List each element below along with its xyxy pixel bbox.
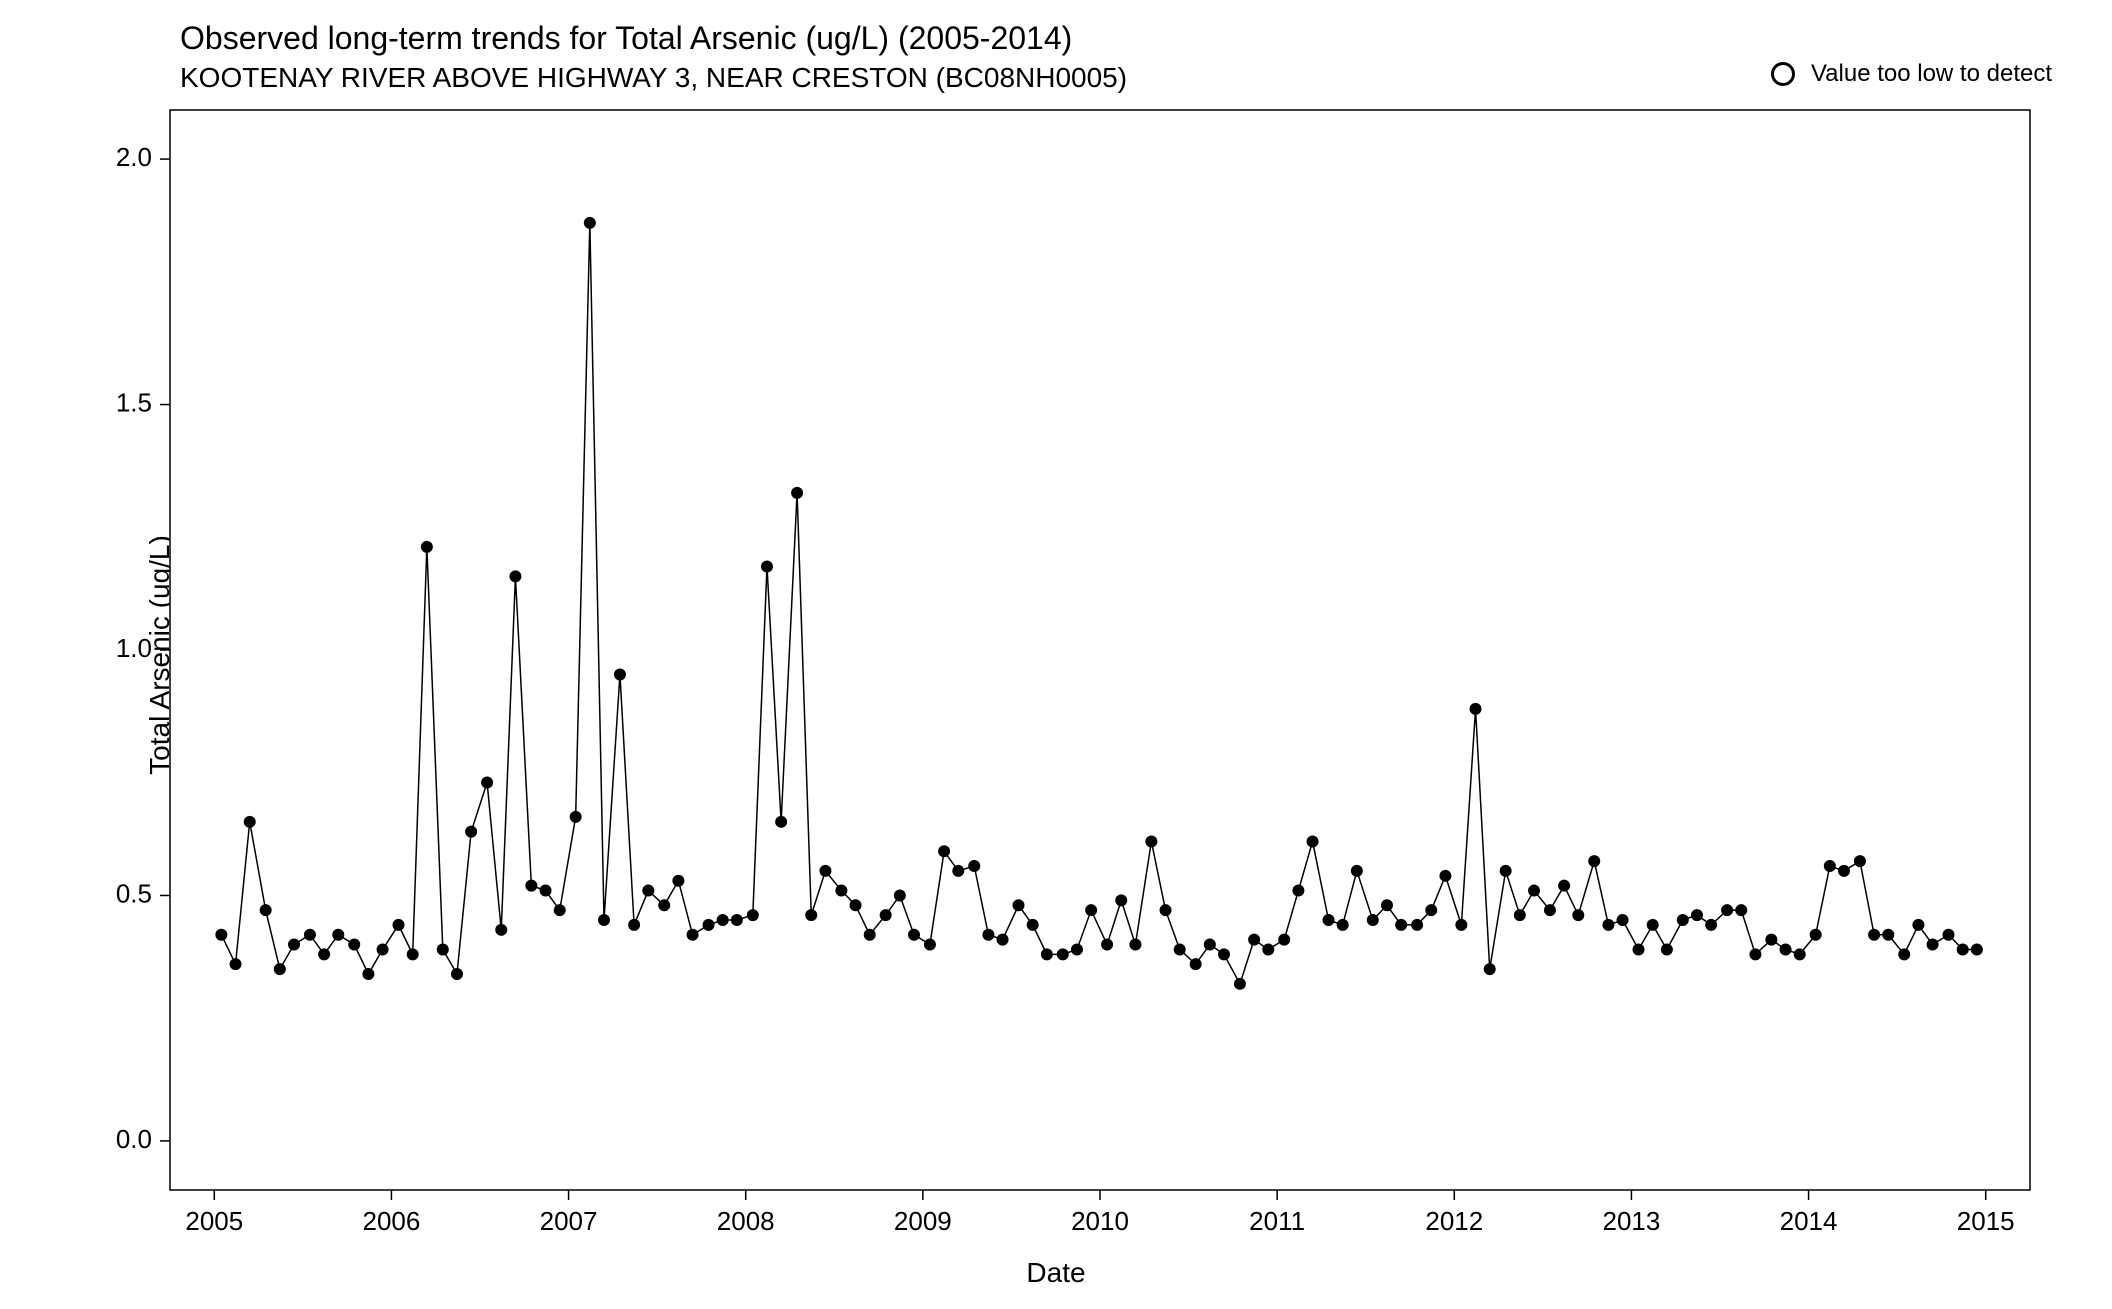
svg-text:2015: 2015 (1957, 1206, 2015, 1236)
svg-text:2012: 2012 (1425, 1206, 1483, 1236)
plot-svg: 0.0 0.5 1.0 1.5 2.0 2005 2006 2007 2008 2009 2010 2… (0, 0, 2112, 1309)
svg-text:2005: 2005 (185, 1206, 243, 1236)
svg-text:0.0: 0.0 (116, 1124, 152, 1154)
chart-container: Observed long-term trends for Total Arse… (0, 0, 2112, 1309)
svg-text:2009: 2009 (894, 1206, 952, 1236)
svg-text:2008: 2008 (717, 1206, 775, 1236)
svg-text:2007: 2007 (540, 1206, 598, 1236)
svg-text:2013: 2013 (1603, 1206, 1661, 1236)
svg-text:1.5: 1.5 (116, 387, 152, 417)
svg-text:1.0: 1.0 (116, 633, 152, 663)
svg-text:2006: 2006 (363, 1206, 421, 1236)
svg-text:2.0: 2.0 (116, 142, 152, 172)
svg-text:2014: 2014 (1780, 1206, 1838, 1236)
svg-text:0.5: 0.5 (116, 878, 152, 908)
svg-text:2010: 2010 (1071, 1206, 1129, 1236)
svg-text:2011: 2011 (1249, 1206, 1305, 1236)
